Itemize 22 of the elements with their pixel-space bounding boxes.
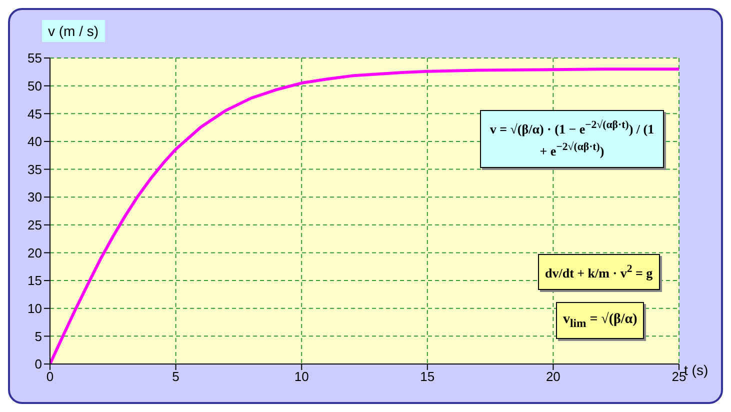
- y-axis-title: v (m / s): [42, 20, 105, 42]
- y-tick-label: 25: [28, 218, 42, 233]
- x-tick-label: 15: [420, 369, 435, 384]
- y-tick-label: 45: [28, 106, 42, 122]
- x-tick-label: 10: [294, 369, 309, 384]
- y-tick-label: 55: [28, 50, 42, 66]
- annotation: dv/dt + k/m · v$^{2}$ = g: [538, 254, 660, 290]
- x-tick-label: 20: [546, 369, 560, 384]
- x-tick-label: 0: [46, 369, 54, 384]
- y-tick-label: 0: [34, 356, 42, 372]
- y-tick-label: 10: [28, 300, 42, 316]
- y-tick-label: 50: [28, 78, 42, 94]
- annotation: v$_{lim}$ = √(β/α): [556, 302, 644, 340]
- y-tick-label: 30: [28, 190, 42, 205]
- y-tick-label: 15: [28, 273, 42, 288]
- x-tick-label: 25: [672, 369, 686, 384]
- x-tick-label: 5: [172, 369, 180, 384]
- y-tick-label: 5: [34, 328, 42, 344]
- y-tick-label: 35: [28, 162, 42, 177]
- y-tick-label: 40: [28, 134, 42, 150]
- text: v = √(β/α) · (1 − e$^{−2√(αβ·t)}$) / (1 + e$^{−2√(αβ·t)}$): [490, 119, 654, 158]
- y-tick-label: 20: [28, 245, 42, 260]
